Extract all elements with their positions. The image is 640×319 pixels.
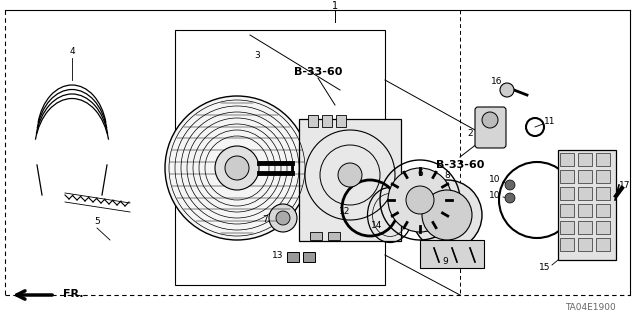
Text: 3: 3 bbox=[254, 50, 260, 60]
Circle shape bbox=[215, 146, 259, 190]
Bar bbox=[560, 187, 574, 200]
Circle shape bbox=[505, 193, 515, 203]
Bar bbox=[560, 204, 574, 217]
Text: 5: 5 bbox=[94, 218, 100, 226]
Bar bbox=[596, 187, 610, 200]
Text: 4: 4 bbox=[69, 48, 75, 56]
Text: 17: 17 bbox=[620, 181, 631, 189]
Circle shape bbox=[505, 180, 515, 190]
Text: 8: 8 bbox=[444, 170, 450, 180]
Text: 16: 16 bbox=[492, 78, 503, 86]
Bar bbox=[578, 187, 592, 200]
Text: 12: 12 bbox=[339, 207, 351, 217]
Text: 15: 15 bbox=[540, 263, 551, 272]
Circle shape bbox=[165, 96, 309, 240]
Bar bbox=[560, 170, 574, 183]
Bar bbox=[322, 115, 332, 127]
Bar bbox=[560, 221, 574, 234]
Bar bbox=[310, 232, 322, 240]
Bar bbox=[420, 240, 484, 268]
Bar bbox=[558, 150, 616, 260]
Circle shape bbox=[412, 180, 482, 250]
Bar bbox=[328, 232, 340, 240]
Circle shape bbox=[269, 204, 297, 232]
Bar bbox=[560, 153, 574, 166]
FancyBboxPatch shape bbox=[299, 119, 401, 241]
Text: 1: 1 bbox=[332, 1, 338, 11]
Circle shape bbox=[482, 112, 498, 128]
Text: 7: 7 bbox=[262, 216, 268, 225]
Text: 14: 14 bbox=[371, 220, 383, 229]
Bar bbox=[596, 204, 610, 217]
Text: 11: 11 bbox=[544, 117, 556, 127]
Bar bbox=[578, 221, 592, 234]
Text: 10: 10 bbox=[489, 175, 500, 184]
Text: 2: 2 bbox=[467, 129, 473, 137]
Bar bbox=[578, 238, 592, 251]
Text: 9: 9 bbox=[442, 257, 448, 266]
Bar bbox=[578, 204, 592, 217]
Circle shape bbox=[225, 156, 249, 180]
Bar bbox=[596, 221, 610, 234]
Bar bbox=[596, 238, 610, 251]
Bar bbox=[560, 238, 574, 251]
Circle shape bbox=[388, 168, 452, 232]
Bar bbox=[578, 170, 592, 183]
Circle shape bbox=[406, 186, 434, 214]
Bar bbox=[578, 153, 592, 166]
Text: 6: 6 bbox=[417, 169, 423, 179]
Bar bbox=[596, 170, 610, 183]
Circle shape bbox=[422, 190, 472, 240]
FancyBboxPatch shape bbox=[475, 107, 506, 148]
Text: B-33-60: B-33-60 bbox=[436, 160, 484, 170]
Circle shape bbox=[276, 211, 290, 225]
Bar bbox=[596, 153, 610, 166]
Circle shape bbox=[500, 83, 514, 97]
Bar bbox=[303, 252, 315, 262]
Text: TA04E1900: TA04E1900 bbox=[564, 303, 616, 313]
Bar bbox=[336, 115, 346, 127]
Bar bbox=[308, 115, 318, 127]
Text: FR.: FR. bbox=[63, 289, 83, 299]
Text: B-33-60: B-33-60 bbox=[294, 67, 342, 77]
Text: 10: 10 bbox=[489, 190, 500, 199]
Circle shape bbox=[338, 163, 362, 187]
Bar bbox=[287, 252, 299, 262]
Text: 13: 13 bbox=[272, 251, 284, 261]
